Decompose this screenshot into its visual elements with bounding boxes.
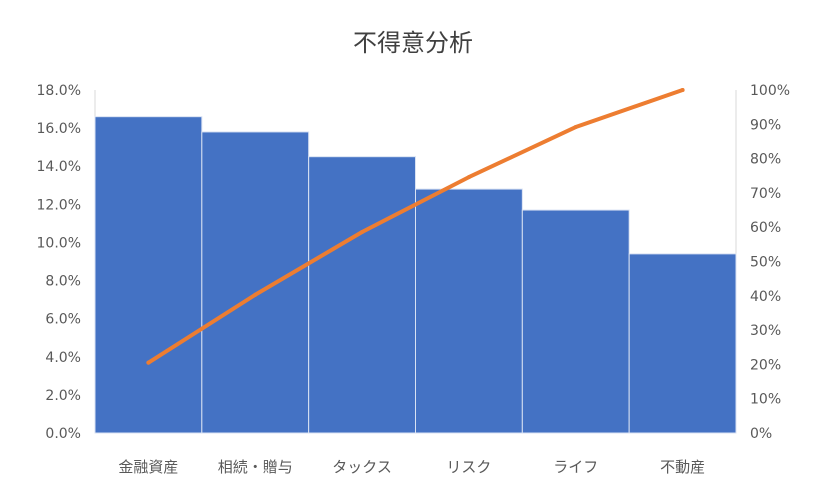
x-tick-label: 金融資産 bbox=[118, 458, 178, 476]
bar-金融資産 bbox=[94, 116, 203, 434]
y-left-tick-label: 12.0% bbox=[37, 197, 81, 213]
y-left-tick-label: 8.0% bbox=[45, 274, 81, 290]
y-right-tick-label: 0% bbox=[750, 426, 772, 442]
y-left-tick-label: 2.0% bbox=[45, 388, 81, 404]
cumulative-point-金融資産 bbox=[146, 360, 151, 365]
cumulative-point-相続・贈与 bbox=[253, 292, 258, 297]
y-right-tick-label: 30% bbox=[750, 323, 781, 339]
y-right-tick-label: 20% bbox=[750, 357, 781, 373]
y-right-tick-label: 100% bbox=[750, 83, 790, 99]
y-right-tick-label: 50% bbox=[750, 255, 781, 271]
bar-相続・贈与 bbox=[201, 131, 310, 434]
cumulative-line bbox=[146, 88, 685, 365]
y-right-tick-label: 40% bbox=[750, 289, 781, 305]
bar-ライフ bbox=[521, 209, 630, 434]
y-right-tick-label: 70% bbox=[750, 186, 781, 202]
x-tick-label: タックス bbox=[332, 458, 392, 476]
bar-不動産 bbox=[628, 253, 737, 434]
x-tick-label: 不動産 bbox=[660, 458, 705, 476]
bar-リスク bbox=[415, 188, 523, 434]
y-right-tick-label: 10% bbox=[750, 392, 781, 408]
chart-title: 不得意分析 bbox=[353, 29, 473, 57]
cumulative-point-リスク bbox=[466, 175, 471, 180]
y-right-tick-label: 80% bbox=[750, 152, 781, 168]
plot-area: 0.0% 2.0% 4.0% 6.0% 8.0% 10.0% 12.0% 14.0% 16.0%… bbox=[37, 83, 791, 476]
x-tick-label: 相続・贈与 bbox=[218, 458, 293, 476]
y-left-tick-label: 14.0% bbox=[37, 159, 81, 175]
x-tick-label: ライフ bbox=[553, 458, 598, 476]
y-left-tick-label: 18.0% bbox=[37, 83, 81, 99]
y-left-tick-label: 0.0% bbox=[45, 426, 81, 442]
y-left-tick-label: 4.0% bbox=[45, 350, 81, 366]
cumulative-point-ライフ bbox=[573, 125, 578, 130]
y-left-tick-label: 16.0% bbox=[37, 121, 81, 137]
cumulative-point-タックス bbox=[360, 230, 365, 235]
cumulative-point-不動産 bbox=[680, 88, 685, 92]
y-right-tick-label: 60% bbox=[750, 220, 781, 236]
x-tick-label: リスク bbox=[446, 458, 491, 476]
y-right-tick-label: 90% bbox=[750, 117, 781, 133]
y-left-tick-label: 6.0% bbox=[45, 312, 81, 328]
y-left-tick-label: 10.0% bbox=[37, 235, 81, 251]
bar-タックス bbox=[308, 156, 416, 434]
